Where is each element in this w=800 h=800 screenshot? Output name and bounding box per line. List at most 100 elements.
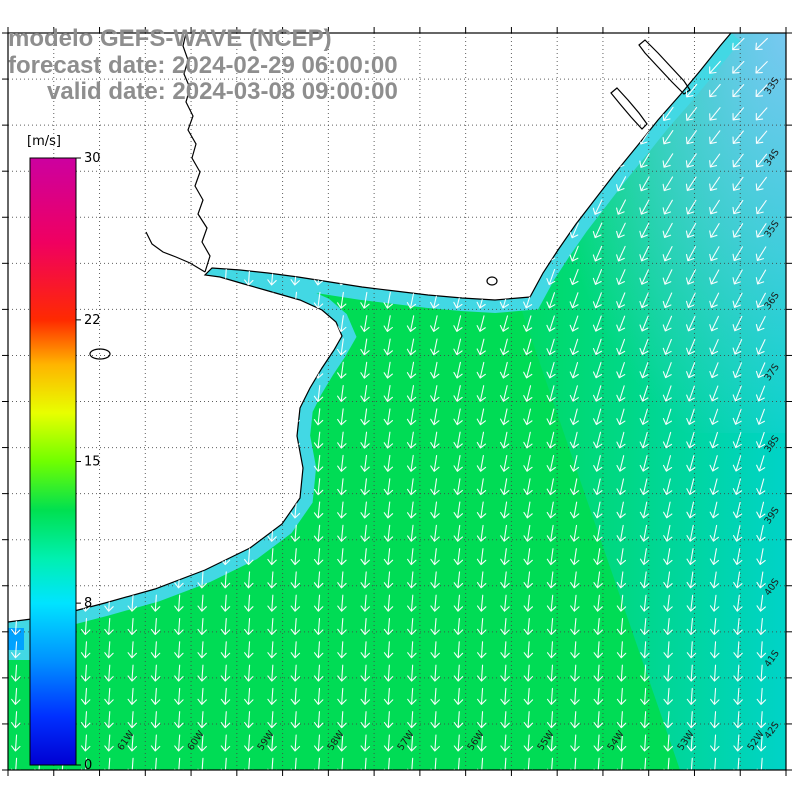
wind-arrow xyxy=(127,617,138,636)
wind-arrow xyxy=(244,594,254,612)
wind-arrow xyxy=(476,501,487,519)
wind-arrow xyxy=(756,408,765,425)
wind-arrow xyxy=(150,641,161,659)
wind-arrow xyxy=(546,641,557,659)
wind-arrow xyxy=(360,361,370,379)
wind-arrow xyxy=(267,687,277,705)
wind-arrow xyxy=(360,431,370,449)
wind-arrow xyxy=(756,687,767,705)
wind-arrow xyxy=(500,617,510,636)
wind-arrow xyxy=(710,641,720,659)
valid-date: valid date: 2024-03-08 09:00:00 xyxy=(47,78,398,105)
wind-arrow xyxy=(569,361,579,379)
wind-arrow xyxy=(546,524,557,542)
wind-arrow xyxy=(220,734,231,752)
wind-arrow xyxy=(662,222,673,238)
wind-arrow xyxy=(337,571,347,589)
wind-arrow xyxy=(523,385,533,402)
wind-arrow xyxy=(755,199,767,215)
wind-arrow xyxy=(337,734,347,752)
wind-arrow xyxy=(709,339,719,355)
wind-arrow xyxy=(732,431,742,449)
wind-arrow xyxy=(197,617,207,636)
wind-arrow xyxy=(523,757,534,770)
lagoon-outline-2 xyxy=(610,87,648,130)
wind-arrow xyxy=(174,641,184,659)
wind-arrow xyxy=(383,571,394,589)
wind-arrow xyxy=(662,338,672,355)
wind-arrow xyxy=(709,269,720,285)
wind-arrow xyxy=(732,223,744,238)
wind-arrow xyxy=(499,338,510,356)
wind-arrow xyxy=(430,431,440,449)
wind-arrow xyxy=(500,687,510,705)
wind-arrow xyxy=(755,84,768,97)
wind-arrow xyxy=(406,315,417,332)
wind-arrow xyxy=(616,664,627,682)
wind-arrow xyxy=(476,385,486,402)
wind-arrow xyxy=(430,641,440,659)
wind-arrow xyxy=(663,524,673,542)
wind-arrow xyxy=(313,734,324,752)
wind-arrow xyxy=(337,641,347,659)
wind-arrow xyxy=(290,711,301,729)
wind-arrow xyxy=(337,548,347,566)
wind-arrow xyxy=(732,524,743,542)
wind-arrow xyxy=(640,734,650,752)
wind-arrow xyxy=(616,617,627,636)
wind-arrow xyxy=(592,269,603,285)
wind-arrow xyxy=(662,199,673,215)
wind-arrow xyxy=(755,130,768,144)
lake-outline-3 xyxy=(486,276,498,286)
wind-arrow xyxy=(337,501,347,519)
wind-arrow xyxy=(197,664,207,682)
wind-arrow xyxy=(756,664,767,682)
wind-arrow xyxy=(709,385,719,402)
wind-arrow xyxy=(732,37,745,51)
wind-arrow xyxy=(430,548,440,566)
wind-arrow xyxy=(453,315,463,332)
wind-arrow xyxy=(593,664,604,682)
wind-arrow xyxy=(150,734,161,752)
lagoon-outline xyxy=(638,39,691,95)
wind-arrow xyxy=(197,594,207,612)
wind-arrow xyxy=(383,548,394,566)
wind-arrow xyxy=(383,664,394,682)
wind-arrow xyxy=(663,687,673,705)
wind-arrow xyxy=(313,454,324,472)
wind-arrow xyxy=(360,687,371,705)
wind-arrow xyxy=(406,454,417,472)
wind-arrow xyxy=(709,199,720,215)
wind-arrow xyxy=(337,617,347,636)
wind-arrow xyxy=(500,454,510,472)
wind-arrow xyxy=(267,571,277,589)
wind-arrow xyxy=(685,130,697,145)
wind-arrow xyxy=(662,153,674,168)
wind-arrow xyxy=(523,641,534,659)
wind-arrow xyxy=(639,292,649,309)
wind-arrow xyxy=(686,315,696,332)
wind-arrow xyxy=(756,571,766,589)
wind-arrow xyxy=(406,478,417,496)
wind-arrow xyxy=(685,153,697,168)
wind-arrow xyxy=(546,757,557,770)
wind-arrow xyxy=(360,617,370,636)
wind-arrow xyxy=(337,687,347,705)
wind-arrow xyxy=(406,338,417,356)
wind-arrow xyxy=(383,385,393,402)
wind-arrow xyxy=(662,246,673,262)
wind-arrow xyxy=(383,641,394,659)
wind-arrow xyxy=(756,711,767,729)
wind-arrow xyxy=(220,641,231,659)
wind-arrow xyxy=(662,408,672,425)
wind-arrow xyxy=(593,478,603,496)
wind-arrow xyxy=(592,362,603,379)
wind-arrow xyxy=(197,571,207,589)
wind-arrow xyxy=(337,711,347,729)
wind-arrow xyxy=(500,571,510,589)
wind-arrow xyxy=(127,687,138,705)
wind-arrow xyxy=(383,524,394,542)
wind-arrow xyxy=(546,478,556,496)
wind-arrow xyxy=(313,617,324,636)
